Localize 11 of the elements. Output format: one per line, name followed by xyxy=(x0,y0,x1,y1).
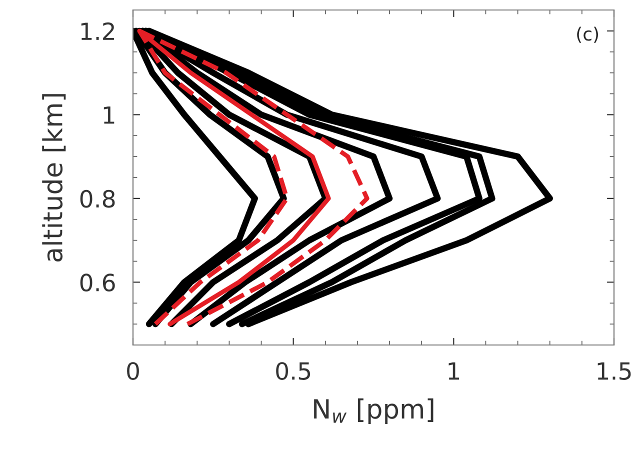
x-tick-label: 1.5 xyxy=(598,362,631,380)
x-axis-title: N$_{w}$ [ppm] xyxy=(314,398,434,424)
annotation: (c) xyxy=(577,26,598,43)
x-tick-label: 0.5 xyxy=(276,362,310,380)
y-axis-title: altitude [km] xyxy=(42,94,66,262)
x-tick-label: 0 xyxy=(127,362,139,380)
y-tick-label: 1 xyxy=(104,106,114,124)
x-tick-label: 1 xyxy=(448,362,459,380)
y-tick-label: 0.6 xyxy=(80,274,115,292)
y-tick-label: 0.8 xyxy=(80,190,115,208)
y-tick-label: 1.2 xyxy=(81,22,114,40)
